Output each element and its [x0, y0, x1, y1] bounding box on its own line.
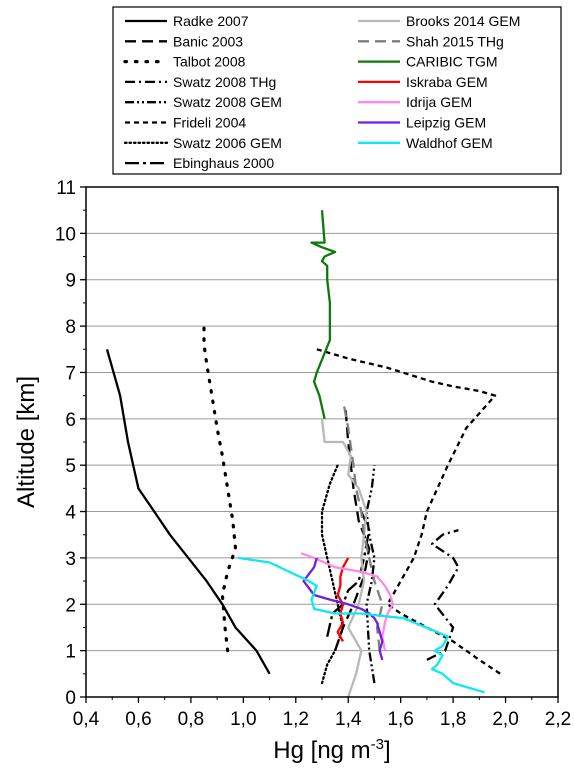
series-line-0: [105, 348, 271, 675]
legend-label-5: Frideli 2004: [173, 115, 246, 131]
legend-label-6: Swatz 2006 GEM: [173, 135, 282, 151]
x-tick-label: 1,4: [335, 709, 362, 730]
legend-label-13: Leipzig GEM: [406, 115, 486, 131]
x-tick-label: 0,6: [125, 709, 151, 730]
legend-label-1: Banic 2003: [173, 33, 243, 49]
x-tick-label: 1,8: [440, 709, 466, 730]
x-axis-title: Hg [ng m-3]: [273, 736, 390, 764]
series-line-13: [302, 557, 384, 661]
x-tick-label: 0,8: [178, 709, 204, 730]
x-tick-label: 0,4: [73, 709, 100, 730]
x-tick-label: 2,0: [492, 709, 518, 730]
legend-label-9: Shah 2015 THg: [406, 33, 504, 49]
x-tick-label: 1,6: [387, 709, 413, 730]
legend-label-8: Brooks 2014 GEM: [406, 13, 520, 29]
legend-label-4: Swatz 2008 GEM: [173, 94, 282, 110]
y-tick-label: 4: [65, 503, 76, 524]
y-tick-label: 1: [65, 642, 76, 663]
series-line-1: [334, 409, 371, 651]
legend-label-2: Talbot 2008: [173, 54, 246, 70]
legend-label-3: Swatz 2008 THg: [173, 74, 276, 90]
y-tick-label: 11: [56, 178, 76, 199]
y-tick-label: 6: [65, 410, 76, 431]
legend-label-0: Radke 2007: [173, 13, 249, 29]
series-line-14: [237, 556, 485, 694]
series-line-11: [336, 557, 350, 642]
legend-label-7: Ebinghaus 2000: [173, 155, 274, 171]
y-tick-label: 10: [55, 224, 76, 245]
legend-label-11: Iskraba GEM: [406, 74, 488, 90]
grid-lines: [86, 232, 558, 652]
y-tick-label: 9: [65, 271, 76, 292]
x-tick-label: 2,2: [545, 709, 571, 730]
y-axis-title: Altitude [km]: [13, 376, 40, 508]
y-tick-label: 7: [65, 363, 76, 384]
legend-label-14: Waldhof GEM: [406, 135, 493, 151]
legend: Radke 2007 Banic 2003 Talbot 2008 Swatz 200…: [112, 6, 562, 175]
series-line-3: [426, 528, 460, 661]
series-line-6: [320, 464, 345, 685]
legend-label-12: Idrija GEM: [406, 94, 472, 110]
axis-ticks: 0 1 2 3 4 5 6 7 8 9 10 11 0,4 0,6 0,8 1,0 1,2 1,4 1,6 1,8 2,…: [55, 178, 571, 730]
x-tick-label: 1,0: [230, 709, 256, 730]
x-axis-title-end: ]: [384, 737, 391, 764]
series-lines: [105, 210, 501, 698]
x-tick-label: 1,2: [283, 709, 309, 730]
y-tick-label: 5: [65, 456, 76, 477]
series-line-10: [310, 210, 337, 420]
x-axis-title-main: Hg [ng m: [273, 737, 370, 764]
series-line-4: [365, 465, 376, 684]
legend-frame: [112, 6, 562, 175]
y-tick-label: 0: [65, 688, 76, 709]
plot-frame: [85, 186, 559, 698]
y-tick-label: 8: [65, 317, 76, 338]
legend-label-10: CARIBIC TGM: [406, 54, 498, 70]
series-line-9: [341, 400, 384, 651]
y-tick-label: 3: [65, 549, 76, 570]
y-tick-label: 2: [65, 595, 76, 616]
series-line-12: [300, 552, 394, 651]
x-axis-title-sup: -3: [371, 736, 384, 753]
series-line-7: [326, 511, 371, 637]
